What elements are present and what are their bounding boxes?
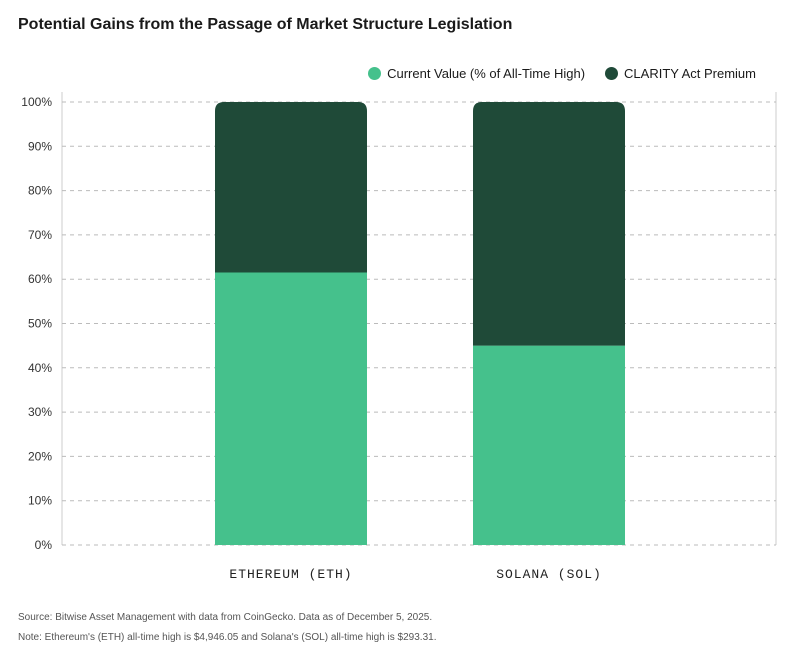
chart-title: Potential Gains from the Passage of Mark…: [18, 16, 513, 33]
y-tick-label: 60%: [28, 272, 52, 286]
y-tick-label: 40%: [28, 361, 52, 375]
legend-item-current: Current Value (% of All-Time High): [368, 66, 585, 81]
source-note: Source: Bitwise Asset Management with da…: [18, 612, 433, 623]
chart-plot: 0% 10% 20% 30% 40% 50% 60% 70% 80% 90% 100% ETHEREU…: [21, 92, 777, 582]
bar-segment: [215, 272, 367, 545]
bar-segment: [215, 102, 367, 273]
y-tick-label: 10%: [28, 494, 52, 508]
y-tick-label: 0%: [35, 538, 53, 552]
legend: Current Value (% of All-Time High) CLARI…: [368, 66, 756, 81]
footnote: Note: Ethereum's (ETH) all-time high is …: [18, 632, 437, 643]
legend-item-premium: CLARITY Act Premium: [605, 66, 756, 81]
y-tick-label: 90%: [28, 139, 52, 153]
y-tick-label: 80%: [28, 184, 52, 198]
bar-segment: [473, 102, 625, 346]
legend-swatch: [605, 67, 619, 80]
x-tick-label: SOLANA (SOL): [496, 567, 602, 582]
y-tick-label: 20%: [28, 449, 52, 463]
y-tick-label: 50%: [28, 317, 52, 331]
y-tick-label: 100%: [21, 95, 52, 109]
bar-segment: [473, 345, 625, 545]
y-tick-label: 70%: [28, 228, 52, 242]
legend-swatch: [368, 67, 382, 80]
x-tick-label: ETHEREUM (ETH): [229, 567, 352, 582]
legend-label: CLARITY Act Premium: [624, 66, 756, 81]
y-tick-label: 30%: [28, 405, 52, 419]
legend-label: Current Value (% of All-Time High): [387, 66, 586, 81]
